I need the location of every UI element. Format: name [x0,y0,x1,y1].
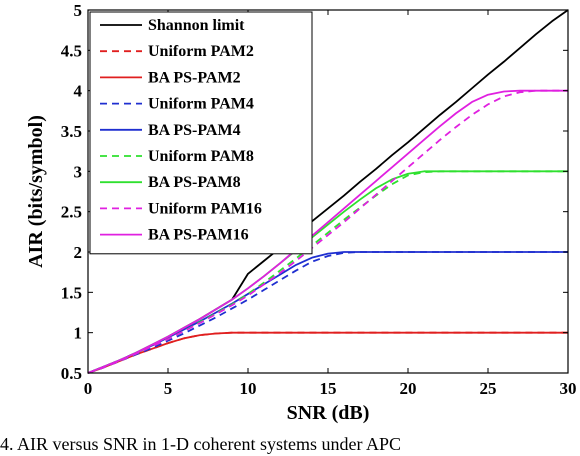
x-axis-label: SNR (dB) [287,402,370,424]
x-tick-label: 15 [320,379,337,398]
x-tick-label: 0 [84,379,93,398]
series-line-3 [87,251,568,374]
x-tick-label: 10 [240,379,257,398]
x-tick-label: 20 [400,379,417,398]
y-tick-label: 2 [74,243,83,262]
legend-label: BA PS-PAM16 [148,227,249,244]
legend: Shannon limit Uniform PAM2 BA PS-PAM2 Unifo… [89,11,313,255]
ticks-layer: 0 5 10 15 20 25 30 0.5 1 1.5 2 2.5 3 3.5 4 4.5 5 [61,1,577,398]
series-line-2 [87,331,568,374]
x-tick-label: 25 [480,379,497,398]
legend-label: Uniform PAM2 [148,43,254,60]
x-tick-label: 30 [560,379,577,398]
air-vs-snr-chart: 0 5 10 15 20 25 30 0.5 1 1.5 2 2.5 3 3.5 4 4.5 5 Shannon… [25,1,577,424]
legend-box [89,11,313,255]
y-tick-label: 3.5 [61,122,82,141]
legend-label: Uniform PAM4 [148,96,254,113]
legend-label: BA PS-PAM8 [148,174,241,191]
y-tick-label: 2.5 [61,203,82,222]
legend-label: BA PS-PAM4 [148,122,241,139]
y-tick-label: 4.5 [61,41,82,60]
x-tick-label: 5 [164,379,173,398]
series-line-7 [87,89,568,374]
y-axis-label: AIR (bits/symbol) [25,115,47,268]
series-line-4 [87,251,568,374]
legend-label: Shannon limit [148,17,245,34]
y-tick-label: 5 [74,1,83,20]
y-tick-label: 3 [74,162,83,181]
legend-label: Uniform PAM16 [148,200,262,217]
y-tick-label: 1.5 [61,283,82,302]
y-tick-label: 0.5 [61,364,82,383]
y-tick-label: 4 [74,82,83,101]
series-layer [87,9,569,374]
legend-label: Uniform PAM8 [148,148,254,165]
series-line-1 [87,331,568,374]
figure-caption: 4. AIR versus SNR in 1-D coherent system… [0,434,401,454]
legend-label: BA PS-PAM2 [148,69,241,86]
y-tick-label: 1 [74,324,83,343]
series-line-8 [87,89,568,374]
